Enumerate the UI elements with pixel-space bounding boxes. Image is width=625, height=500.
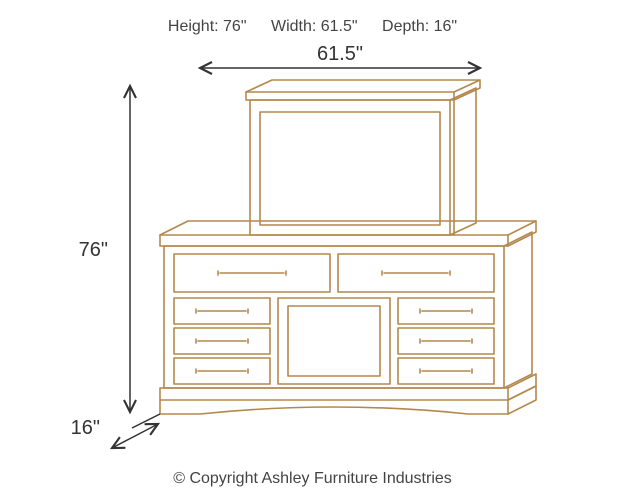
- depth-dimension-label: 16": [71, 417, 100, 439]
- dimension-arrows: [112, 68, 480, 448]
- height-spec: Height: 76": [168, 18, 247, 35]
- diagram-svg: 61.5" 76" 16": [60, 40, 580, 460]
- copyright-text: © Copyright Ashley Furniture Industries: [0, 470, 625, 488]
- dresser-drawing: [160, 80, 536, 414]
- furniture-diagram: 61.5" 76" 16": [60, 40, 580, 460]
- dimension-header: Height: 76" Width: 61.5" Depth: 16": [0, 18, 625, 36]
- height-dimension-label: 76": [79, 239, 108, 261]
- width-spec: Width: 61.5": [271, 18, 358, 35]
- width-dimension-label: 61.5": [317, 43, 363, 65]
- depth-spec: Depth: 16": [382, 18, 457, 35]
